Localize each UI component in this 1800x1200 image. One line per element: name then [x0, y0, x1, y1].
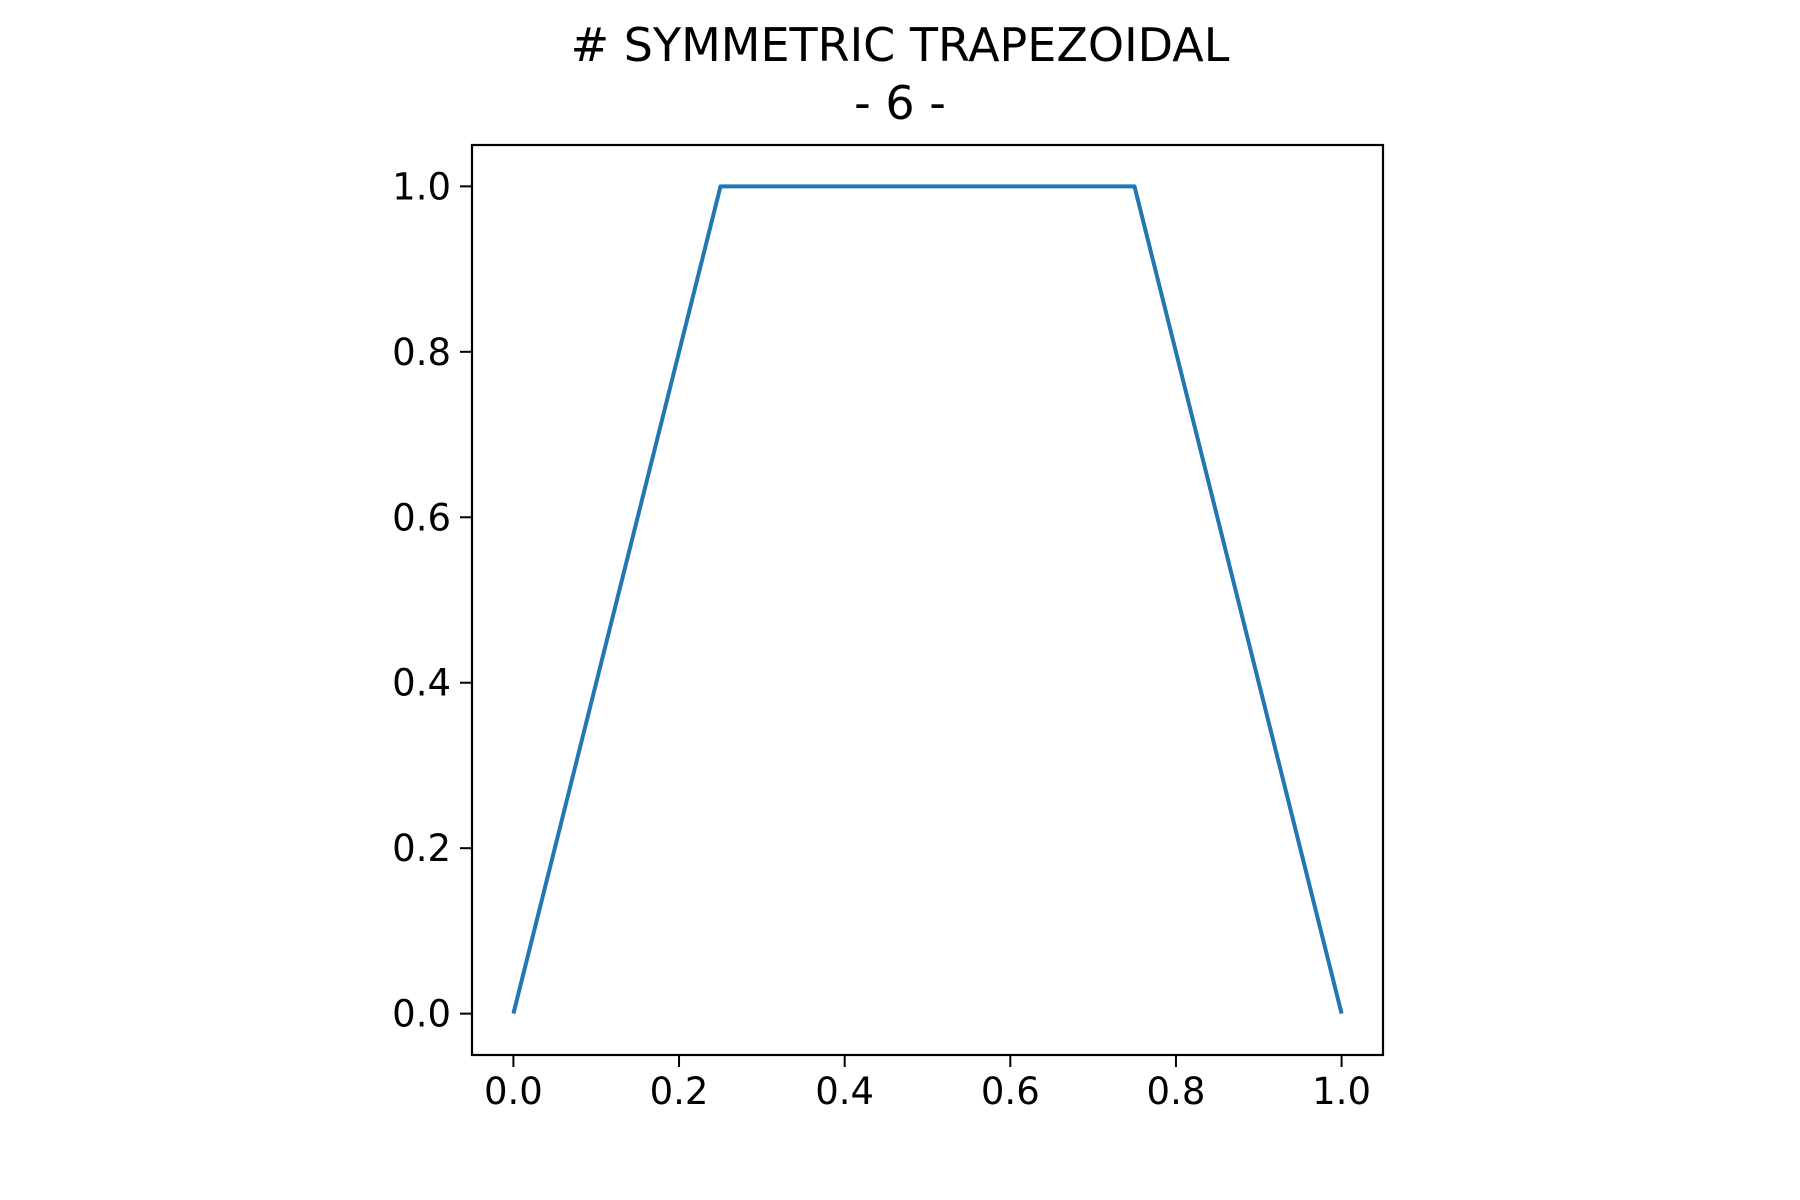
x-tick-label: 0.2: [650, 1070, 709, 1113]
y-tick-label: 0.6: [392, 496, 451, 539]
x-tick-label: 1.0: [1312, 1070, 1371, 1113]
y-axis: 0.0 0.2 0.4 0.6 0.8 1.0: [392, 165, 472, 1036]
series-layer: [511, 184, 1344, 1015]
chart-subtitle: - 6 -: [854, 76, 946, 130]
y-tick-label: 0.2: [392, 827, 451, 870]
x-tick-label: 0.6: [981, 1070, 1040, 1113]
y-tick-label: 0.4: [392, 662, 451, 705]
x-axis: 0.0 0.2 0.4 0.6 0.8 1.0: [484, 1055, 1371, 1113]
y-tick-label: 1.0: [392, 165, 451, 208]
y-tick-label: 0.8: [392, 331, 451, 374]
series-line: [511, 184, 1344, 1015]
x-tick-label: 0.0: [484, 1070, 543, 1113]
plot-frame: [470, 143, 1385, 1057]
chart-title: # SYMMETRIC TRAPEZOIDAL: [570, 18, 1230, 72]
x-tick-label: 0.4: [815, 1070, 874, 1113]
y-tick-label: 0.0: [392, 993, 451, 1036]
x-tick-label: 0.8: [1147, 1070, 1206, 1113]
